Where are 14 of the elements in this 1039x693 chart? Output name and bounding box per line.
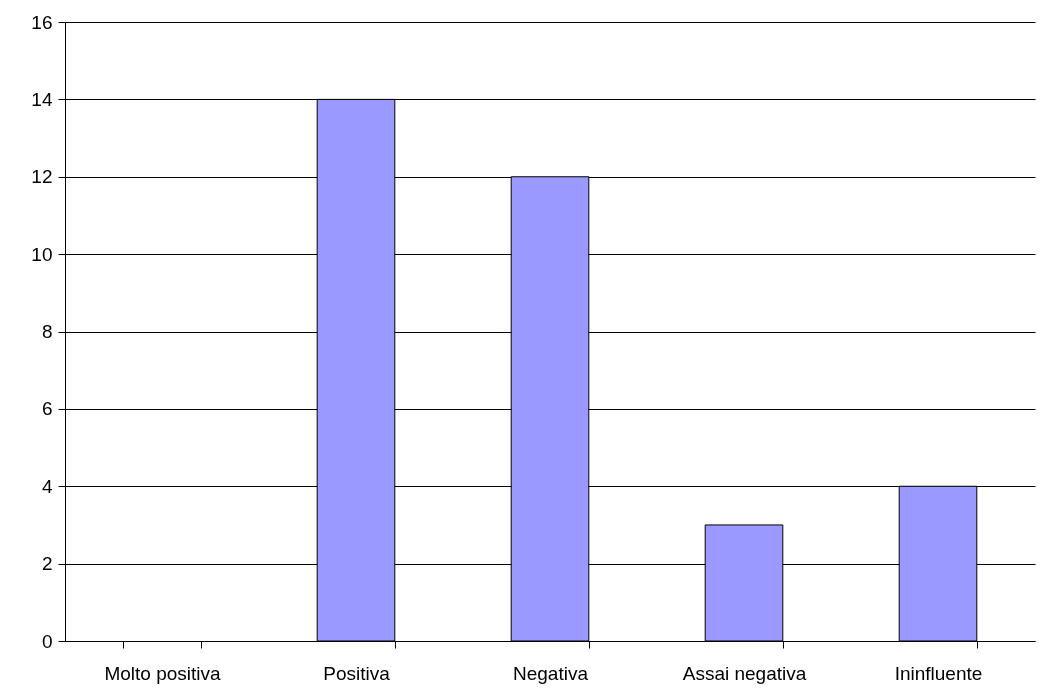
x-tick-label: Ininfluente	[894, 662, 983, 684]
y-tick-label: 10	[31, 243, 53, 265]
x-tick-label: Assai negativa	[682, 662, 807, 684]
y-tick-label: 8	[41, 321, 53, 342]
y-tick-label: 4	[41, 475, 53, 497]
y-tick-label: 16	[31, 11, 53, 33]
y-tick-label: 6	[41, 398, 53, 420]
x-tick-label: Negativa	[513, 662, 589, 684]
y-tick-label: 12	[31, 166, 53, 188]
x-tick-label: Molto positiva	[104, 662, 222, 684]
y-tick-label: 0	[41, 630, 53, 652]
x-tick-label: Positiva	[323, 662, 391, 684]
y-tick-label: 2	[41, 553, 53, 575]
y-tick-label: 14	[31, 88, 53, 110]
